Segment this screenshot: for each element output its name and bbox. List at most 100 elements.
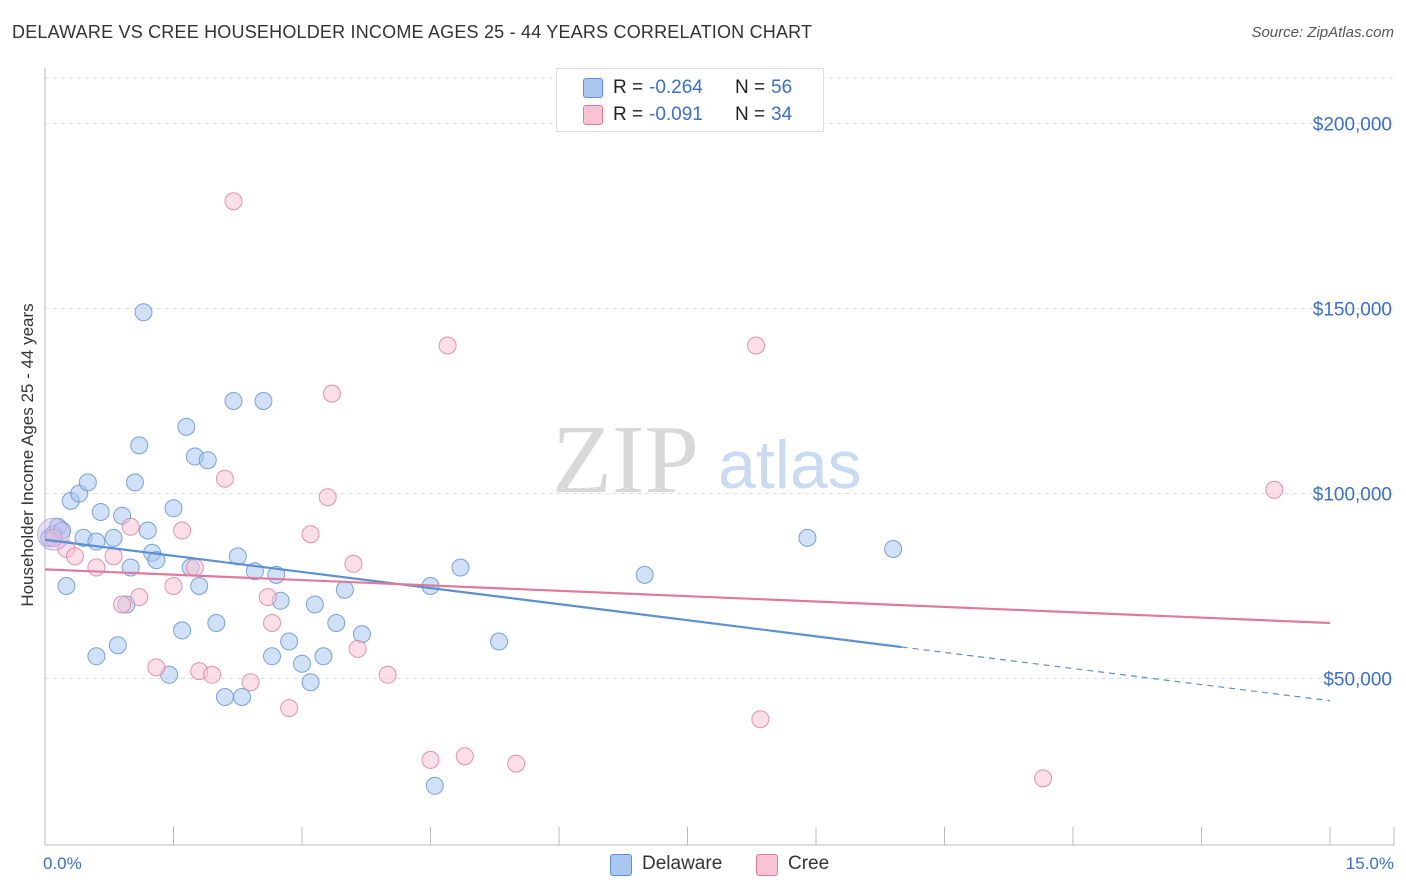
- delaware-point: [134, 303, 153, 322]
- delaware-point: [177, 417, 196, 436]
- delaware-point: [798, 528, 817, 547]
- delaware-point: [207, 614, 226, 632]
- data-points: [37, 192, 1284, 795]
- delaware-point: [91, 503, 110, 521]
- cree-point: [280, 699, 299, 718]
- watermark-atlas: atlas: [718, 427, 862, 503]
- cree-point: [113, 595, 132, 614]
- y-tick-label: $150,000: [1313, 300, 1392, 321]
- delaware-swatch: [583, 78, 603, 98]
- delaware-point: [87, 647, 106, 666]
- delaware-point: [635, 565, 654, 584]
- x-tick-label: 15.0%: [1346, 854, 1394, 873]
- delaware-legend-swatch: [610, 854, 632, 876]
- delaware-point: [233, 688, 252, 706]
- delaware-point: [305, 595, 324, 614]
- cree-point: [378, 665, 397, 684]
- delaware-point: [57, 577, 76, 595]
- cree-point: [65, 547, 84, 566]
- cree-point: [185, 558, 204, 577]
- delaware-point: [451, 558, 470, 577]
- cree-point: [263, 614, 282, 632]
- delaware-point: [190, 577, 209, 595]
- delaware-point: [280, 632, 299, 651]
- cree-point: [438, 336, 457, 355]
- cree-legend-swatch: [756, 854, 778, 876]
- n-label: N =: [735, 77, 766, 98]
- cree-legend-label: Cree: [788, 853, 830, 874]
- cree-point: [322, 384, 341, 403]
- cree-point: [258, 588, 277, 607]
- cree-point: [421, 750, 440, 769]
- r-label: R =: [613, 104, 644, 125]
- n-label: N =: [735, 104, 766, 125]
- cree-point: [224, 192, 243, 211]
- delaware-point: [215, 688, 234, 706]
- cree-point: [318, 488, 337, 507]
- cluster-point: [37, 517, 71, 551]
- cree-point: [173, 521, 192, 540]
- r-value: -0.091: [649, 104, 703, 125]
- cree-point: [348, 639, 367, 658]
- delaware-point: [490, 632, 509, 651]
- gridlines: [45, 77, 1394, 679]
- delaware-point: [164, 499, 183, 518]
- cree-point: [104, 547, 123, 566]
- cree-point: [241, 673, 260, 692]
- cree-point: [130, 588, 149, 607]
- axes: [44, 68, 1395, 846]
- delaware-point: [104, 528, 123, 547]
- cree-point: [747, 336, 766, 355]
- delaware-point: [254, 392, 273, 410]
- series-legend: Delaware Cree: [0, 852, 1406, 876]
- correlation-legend: R = -0.264 N = 56 R = -0.091 N = 34: [556, 68, 824, 132]
- delaware-point: [198, 451, 217, 470]
- cree-point: [215, 469, 234, 488]
- delaware-point: [327, 614, 346, 632]
- n-value: 56: [771, 77, 793, 98]
- chart-source: Source: ZipAtlas.com: [1251, 24, 1394, 41]
- y-tick-label: $100,000: [1313, 485, 1392, 506]
- r-value: -0.264: [649, 77, 703, 98]
- cree-point: [87, 558, 106, 577]
- delaware-point: [301, 673, 320, 692]
- delaware-point: [293, 654, 311, 673]
- tick-labels: $50,000 $100,000 $150,000 $200,000 0.0% 15.0%: [43, 115, 1394, 874]
- delaware-trend-line: [44, 538, 902, 649]
- delaware-point: [335, 580, 354, 599]
- cree-point: [147, 658, 166, 677]
- r-label: R =: [613, 77, 644, 98]
- delaware-point: [108, 636, 127, 655]
- delaware-point: [173, 621, 192, 640]
- chart-title: DELAWARE VS CREE HOUSEHOLDER INCOME AGES…: [12, 22, 813, 42]
- delaware-point: [224, 392, 243, 410]
- watermark-zip: ZIP: [552, 406, 699, 514]
- cree-point: [1265, 480, 1284, 499]
- delaware-point: [314, 647, 333, 666]
- x-tick-label: 0.0%: [43, 854, 82, 873]
- cree-point: [203, 665, 222, 684]
- cree-point: [751, 710, 770, 729]
- cree-point: [1034, 769, 1053, 788]
- delaware-point: [425, 776, 444, 795]
- delaware-point: [78, 473, 97, 492]
- cree-trend-line: [44, 568, 1331, 625]
- cree-point: [121, 517, 140, 536]
- delaware-point: [263, 647, 282, 666]
- cree-point: [507, 754, 526, 773]
- y-tick-label: $200,000: [1313, 115, 1392, 136]
- trend-lines: [44, 538, 1331, 702]
- delaware-point: [884, 540, 903, 558]
- delaware-legend-label: Delaware: [642, 853, 723, 874]
- delaware-point: [352, 625, 371, 644]
- cree-point: [301, 525, 320, 544]
- cree-point: [344, 554, 363, 573]
- y-tick-label: $50,000: [1323, 670, 1392, 691]
- n-value: 34: [771, 104, 793, 125]
- cree-point: [164, 577, 183, 595]
- delaware-point: [125, 473, 144, 492]
- delaware-point: [147, 551, 166, 570]
- cree-swatch: [583, 105, 603, 125]
- delaware-point: [138, 521, 157, 540]
